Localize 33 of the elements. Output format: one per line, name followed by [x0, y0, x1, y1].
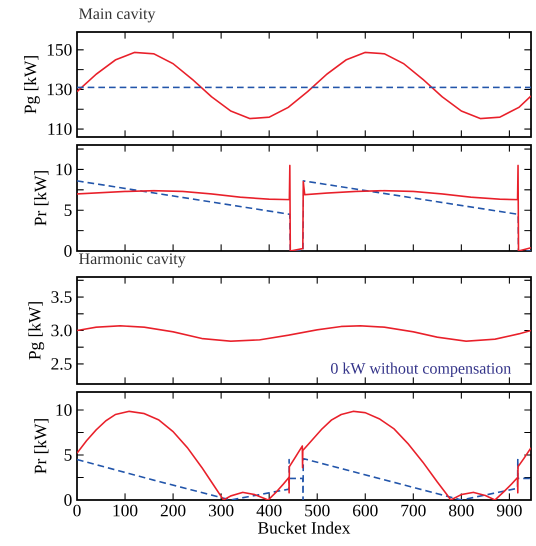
- line-series: [77, 458, 532, 500]
- x-tick-label: 100: [114, 504, 138, 516]
- y-axis-title: Pr [kW]: [34, 171, 48, 226]
- x-tick-label: 0: [73, 504, 81, 516]
- y-tick-label: 5: [64, 204, 72, 216]
- x-tick-label: 800: [449, 504, 474, 516]
- chart-title: Main cavity: [79, 8, 156, 22]
- x-axis-title: Bucket Index: [258, 522, 350, 534]
- chart-title: Harmonic cavity: [79, 253, 186, 268]
- annotation: 0 kW without compensation: [330, 362, 512, 378]
- x-tick-label: 700: [401, 504, 426, 516]
- y-tick-label: 10: [56, 404, 72, 416]
- y-tick-label: 3.5: [51, 291, 72, 303]
- y-axis-title: Pg [kW]: [24, 56, 40, 114]
- y-tick-label: 3.0: [51, 324, 72, 336]
- line-series: [77, 325, 532, 342]
- x-tick-label: 400: [256, 504, 282, 516]
- line-series: [77, 52, 532, 120]
- x-tick-label: 900: [496, 504, 522, 516]
- x-tick-label: 300: [208, 504, 234, 516]
- y-tick-label: 110: [48, 123, 72, 135]
- x-tick-label: 600: [353, 504, 378, 516]
- y-tick-label: 5: [64, 449, 72, 461]
- y-axis-title: Pg [kW]: [28, 302, 44, 360]
- x-tick-label: 200: [160, 504, 186, 516]
- y-tick-label: 2.5: [51, 358, 72, 370]
- y-tick-label: 0: [64, 245, 72, 257]
- y-tick-label: 10: [56, 164, 72, 176]
- y-axis-title: Pr [kW]: [34, 419, 48, 474]
- y-tick-label: 130: [48, 84, 72, 96]
- y-tick-label: 0: [64, 494, 72, 506]
- x-tick-label: 500: [305, 504, 330, 516]
- y-tick-label: 150: [48, 44, 72, 56]
